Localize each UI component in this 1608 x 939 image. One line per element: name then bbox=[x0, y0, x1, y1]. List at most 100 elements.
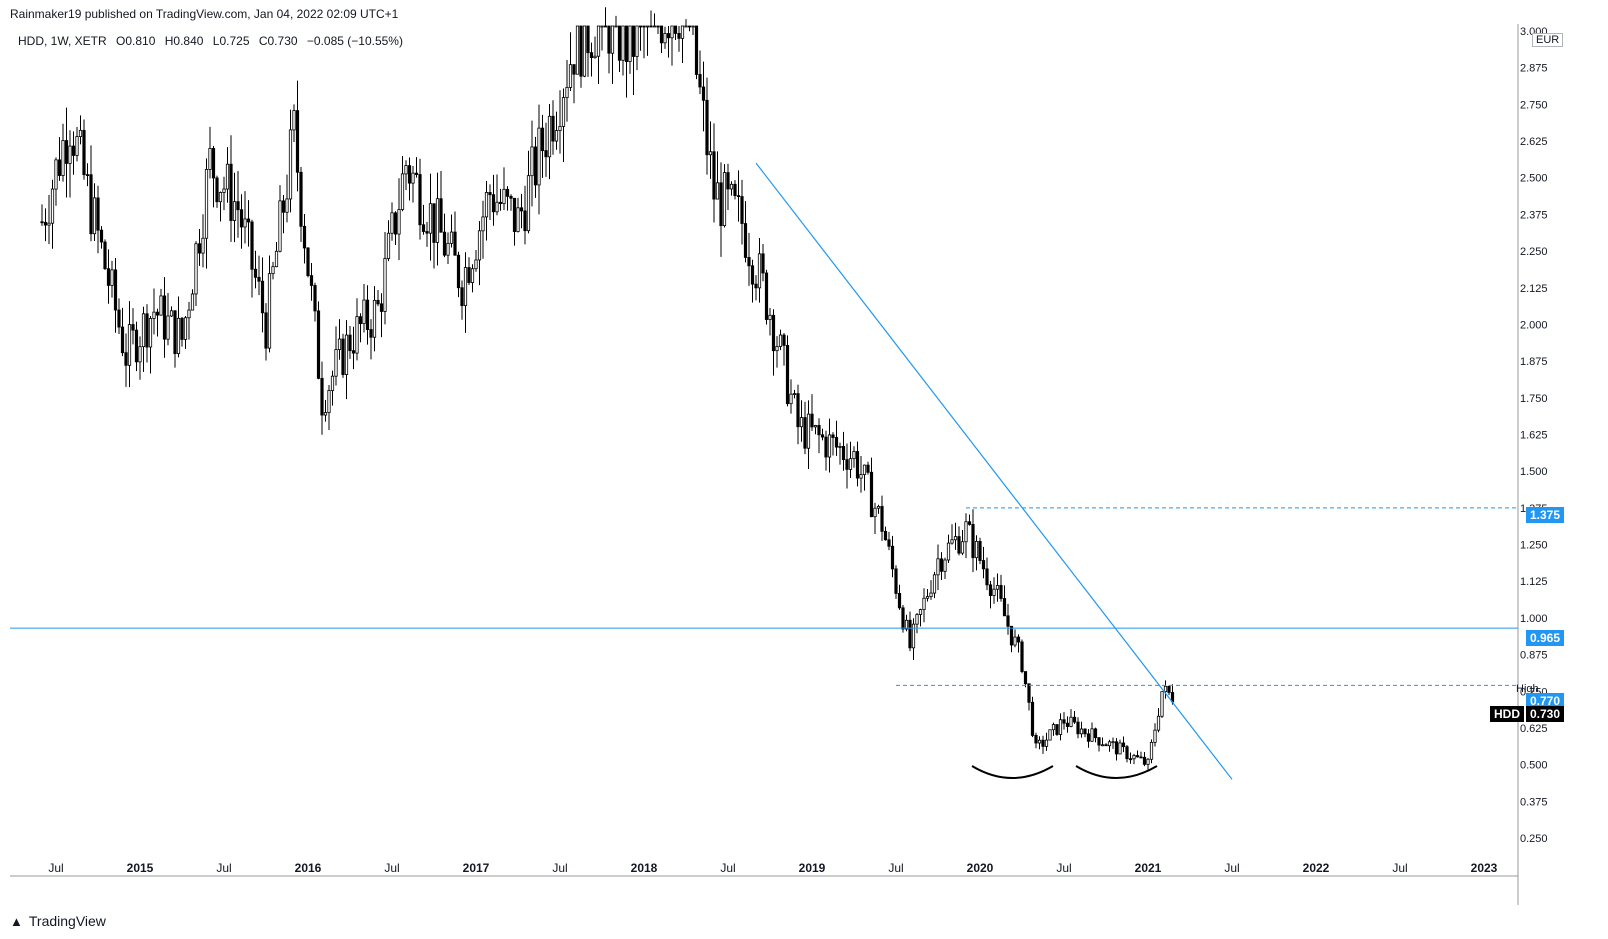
candle-body bbox=[99, 229, 104, 243]
y-tick-label: 1.750 bbox=[1520, 393, 1548, 405]
candle-body bbox=[1034, 735, 1038, 744]
candle-body bbox=[110, 269, 114, 286]
candle-body bbox=[645, 25, 650, 28]
candle-body bbox=[474, 259, 478, 270]
candle-body bbox=[288, 129, 293, 200]
candle-body bbox=[239, 209, 244, 228]
candle-body bbox=[887, 539, 891, 547]
candle-body bbox=[827, 434, 832, 458]
candle-body bbox=[722, 172, 727, 227]
candle-body bbox=[533, 146, 538, 186]
candle-body bbox=[642, 25, 646, 28]
candle-body bbox=[540, 127, 545, 152]
candle-body bbox=[85, 174, 90, 177]
candle-body bbox=[1055, 724, 1059, 735]
candle-body bbox=[1125, 746, 1129, 760]
candle-body bbox=[950, 539, 954, 544]
candle-body bbox=[180, 317, 184, 340]
y-tick-label: 2.250 bbox=[1520, 246, 1548, 258]
y-tick-label: 2.625 bbox=[1520, 136, 1548, 148]
candle-body bbox=[946, 542, 951, 561]
candle-body bbox=[635, 25, 639, 57]
candle-body bbox=[435, 198, 440, 243]
candle-body bbox=[362, 299, 366, 325]
candle-body bbox=[148, 318, 153, 348]
candle-body bbox=[106, 268, 111, 286]
y-tick-label: 0.250 bbox=[1520, 833, 1548, 845]
candle-body bbox=[838, 446, 842, 448]
candle-body bbox=[383, 258, 387, 312]
candle-body bbox=[50, 188, 55, 224]
overlays-layer bbox=[10, 162, 1518, 780]
candle-body bbox=[299, 171, 303, 227]
candle-body bbox=[764, 272, 769, 320]
candle-body bbox=[113, 269, 118, 311]
candle-body bbox=[897, 593, 902, 609]
candle-body bbox=[666, 33, 671, 39]
candle-body bbox=[243, 218, 247, 228]
candle-body bbox=[988, 584, 993, 596]
candle-body bbox=[894, 568, 898, 594]
candle-body bbox=[999, 585, 1003, 599]
y-tick-label: 2.500 bbox=[1520, 173, 1548, 185]
candle-body bbox=[271, 266, 275, 275]
candle-body bbox=[306, 247, 310, 277]
y-tick-label: 1.500 bbox=[1520, 466, 1548, 478]
x-tick-label: Jul bbox=[1224, 861, 1239, 875]
candle-body bbox=[708, 151, 713, 156]
candle-body bbox=[134, 329, 139, 363]
footer[interactable]: ▲ TradingView bbox=[10, 913, 106, 929]
candle-body bbox=[397, 209, 401, 235]
legend-symbol[interactable]: HDD, 1W, XETR bbox=[18, 34, 107, 48]
candle-body bbox=[344, 334, 349, 375]
candle-body bbox=[663, 33, 667, 44]
candle-body bbox=[873, 507, 877, 518]
candle-body bbox=[796, 393, 800, 428]
candle-body bbox=[558, 125, 562, 131]
candle-body bbox=[313, 285, 317, 312]
candle-body bbox=[852, 451, 856, 460]
time-axis[interactable]: Jul 2015 Jul 2016 Jul 2017 Jul 2018 Jul 2019 Jul 20… bbox=[48, 861, 1497, 875]
candle-body bbox=[236, 201, 240, 211]
candle-body bbox=[1167, 685, 1171, 693]
candle-body bbox=[537, 127, 541, 186]
candle-body bbox=[918, 609, 923, 615]
candle-body bbox=[1072, 716, 1077, 723]
candle-body bbox=[1097, 737, 1101, 746]
candle-body bbox=[1111, 741, 1115, 744]
candle-body bbox=[229, 163, 233, 221]
y-tick-label: 0.625 bbox=[1520, 723, 1548, 735]
candle-body bbox=[232, 201, 237, 221]
candle-body bbox=[789, 393, 793, 405]
candle-body bbox=[516, 207, 520, 232]
candle-body bbox=[169, 310, 174, 317]
candle-body bbox=[498, 201, 503, 205]
candle-body bbox=[831, 434, 835, 438]
candle-body bbox=[1013, 636, 1017, 646]
candle-body bbox=[103, 241, 107, 270]
bottom-arc-right bbox=[1075, 765, 1158, 779]
candle-body bbox=[432, 203, 436, 243]
candle-body bbox=[568, 64, 573, 88]
candle-body bbox=[799, 417, 804, 428]
y-tick-label: 2.375 bbox=[1520, 209, 1548, 221]
candle-body bbox=[817, 425, 821, 436]
candle-body bbox=[1128, 758, 1133, 761]
candle-body bbox=[981, 560, 986, 570]
candle-body bbox=[470, 268, 475, 283]
price-axis[interactable]: 3.0002.8752.7502.6252.5002.3752.2502.125… bbox=[1520, 26, 1548, 845]
candle-body bbox=[869, 471, 874, 518]
candle-body bbox=[876, 506, 881, 509]
candle-body bbox=[1058, 719, 1063, 735]
candle-body bbox=[386, 232, 391, 259]
candle-body bbox=[544, 150, 548, 158]
x-tick-label: 2017 bbox=[463, 861, 490, 875]
candle-body bbox=[509, 195, 513, 199]
currency-label[interactable]: EUR bbox=[1532, 33, 1564, 47]
candle-body bbox=[57, 159, 62, 176]
x-tick-label: Jul bbox=[1392, 861, 1407, 875]
candle-body bbox=[250, 221, 254, 270]
candle-body bbox=[733, 183, 737, 196]
candle-body bbox=[442, 231, 447, 256]
